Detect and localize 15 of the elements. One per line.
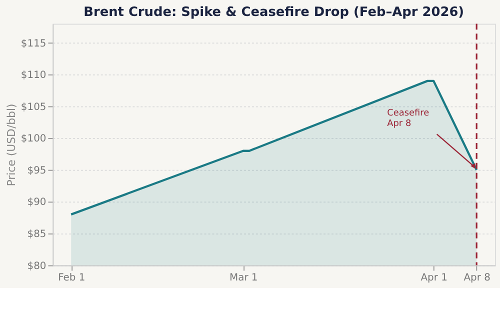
y-tick-label: $85	[27, 228, 46, 240]
y-tick-label: $100	[20, 134, 46, 145]
y-tick-label: $110	[20, 70, 46, 82]
y-tick-label: $95	[27, 165, 46, 176]
y-tick-label: $90	[27, 197, 46, 208]
chart-title: Brent Crude: Spike & Ceasefire Drop (Feb–Apr 2026)	[84, 4, 464, 20]
y-tick-label: $80	[27, 260, 46, 272]
x-tick-label: Apr 1	[420, 272, 448, 284]
y-tick-label: $105	[20, 102, 46, 113]
y-axis-title: Price (USD/bbl)	[4, 104, 18, 186]
x-tick-label: Feb 1	[58, 272, 86, 284]
y-tick-label: $115	[20, 38, 46, 50]
x-tick-label: Apr 8	[464, 272, 490, 284]
annotation: Ceasefire Apr 8	[387, 108, 430, 130]
x-tick-label: Mar 1	[230, 272, 258, 284]
